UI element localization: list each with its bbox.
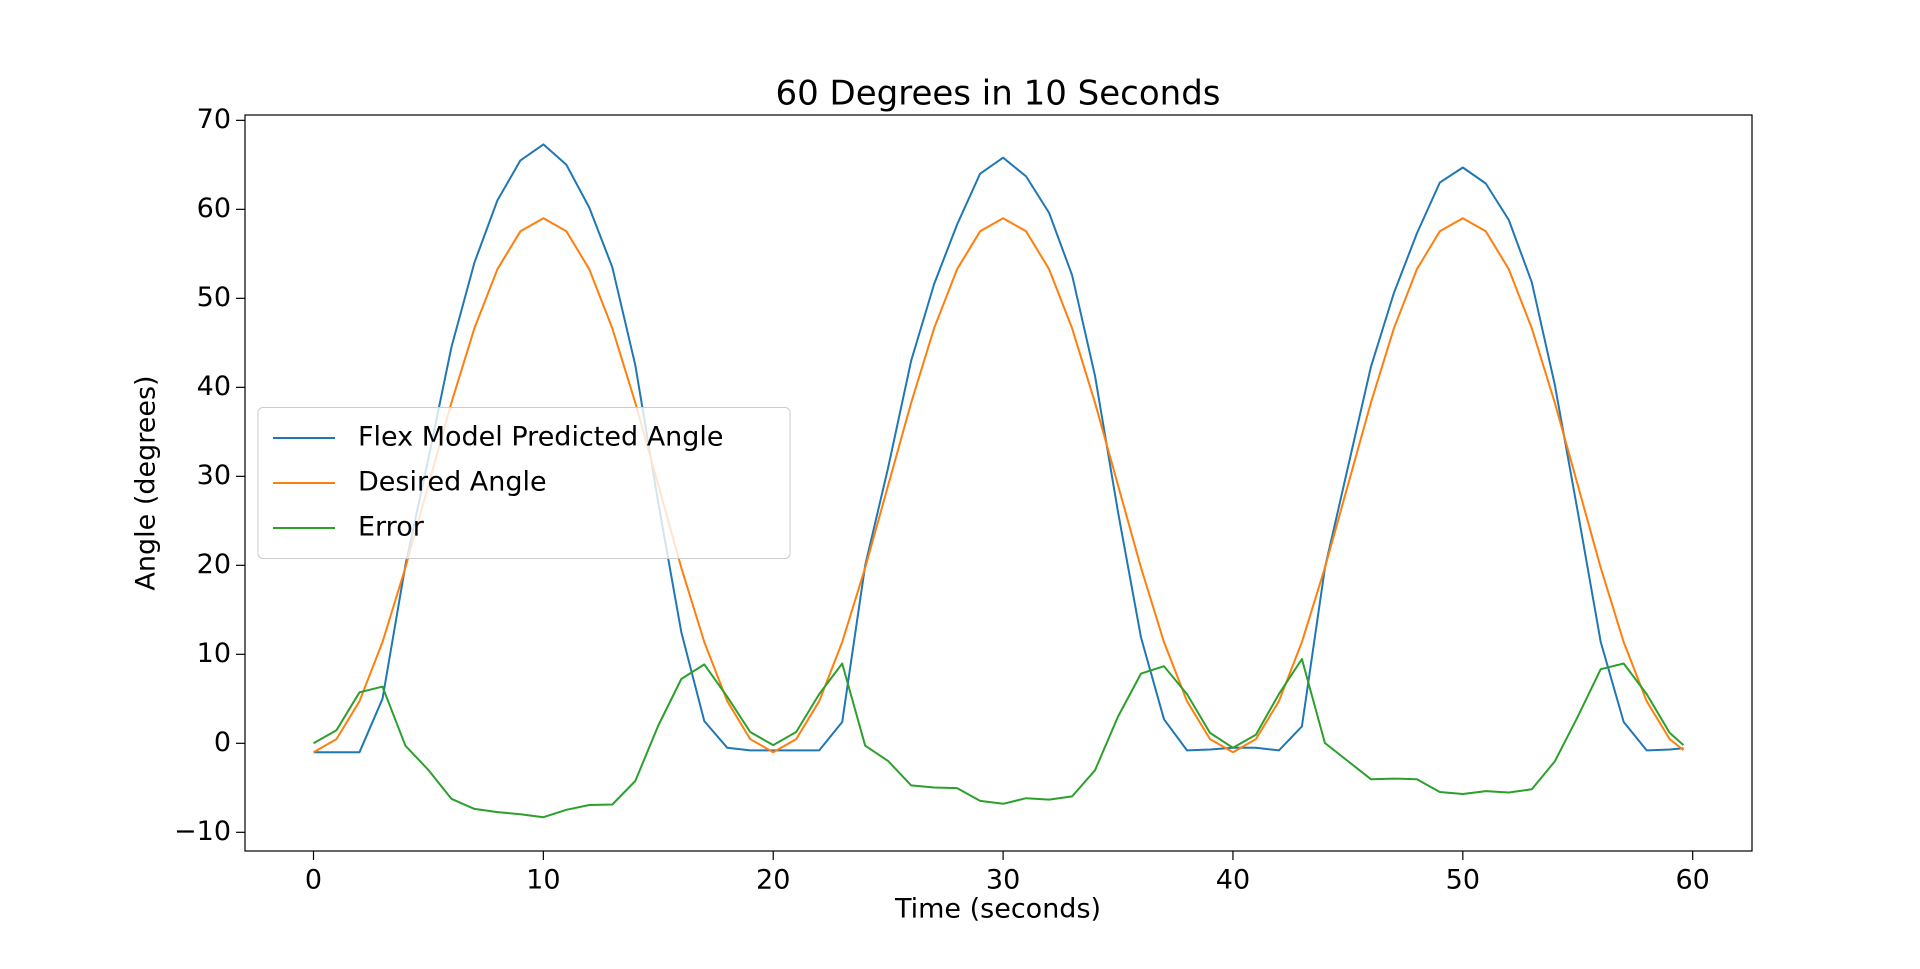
y-tick-label: 40 [197,371,231,402]
x-axis-label: Time (seconds) [894,894,1101,925]
y-tick-label: 10 [197,638,231,669]
x-tick-label: 30 [986,865,1020,896]
x-tick-label: 50 [1446,865,1480,896]
y-tick-label: 60 [197,193,231,224]
line [313,217,1685,754]
line [313,658,1685,819]
y-axis-label: Angle (degrees) [131,375,162,590]
legend-label: Flex Model Predicted Angle [358,422,724,453]
y-tick-label: 70 [197,104,231,135]
y-tick-label: 0 [214,727,231,758]
legend-box [257,407,791,559]
x-tick-label: 20 [756,865,790,896]
y-tick-label: 30 [197,460,231,491]
legend-label: Desired Angle [358,467,547,498]
y-tick-label: −10 [174,816,231,847]
x-tick-label: 60 [1676,865,1710,896]
y-tick-label: 50 [197,282,231,313]
x-tick-label: 40 [1216,865,1250,896]
chart-title: 60 Degrees in 10 Seconds [775,74,1220,114]
y-tick-label: 20 [197,549,231,580]
x-tick-label: 10 [526,865,560,896]
plot-frame [244,114,1753,852]
line [313,143,1684,754]
x-tick-label: 0 [305,865,322,896]
legend-label: Error [358,512,425,543]
